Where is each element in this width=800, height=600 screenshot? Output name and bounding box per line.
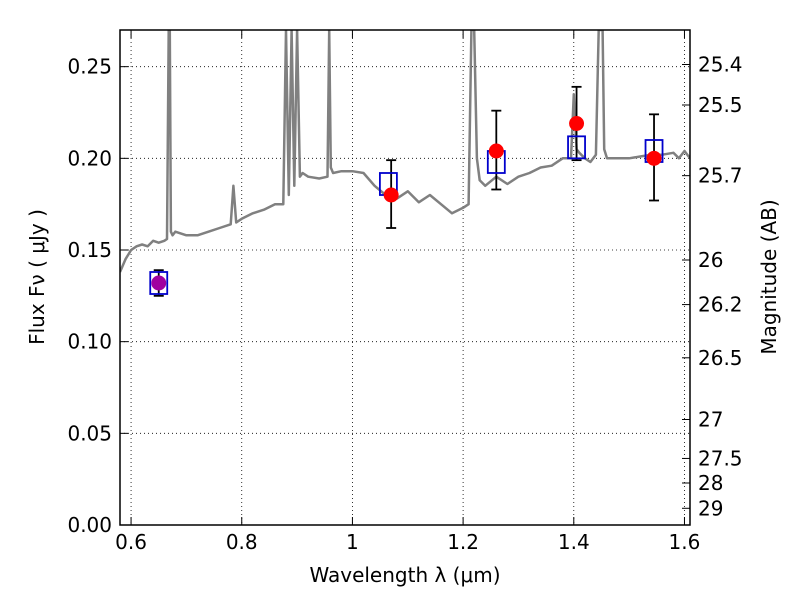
observed-point: [488, 143, 504, 159]
y-tick-label: 0.25: [67, 55, 112, 79]
plot-frame: [119, 29, 691, 526]
magnitude-tick-label: 25.7: [698, 164, 743, 188]
model-sed-layer: [120, 30, 690, 273]
magnitude-tick-label: 27.5: [698, 446, 743, 470]
observed-points-layer: [151, 116, 662, 291]
x-tick-label: 0.6: [115, 530, 147, 554]
magnitude-tick-label: 25.4: [698, 52, 743, 76]
y-axis-label: Flux Fν ( μJy ): [25, 209, 49, 345]
x-axis-ticks: 0.6 0.8 1 1.2 1.4 1.6: [115, 30, 700, 554]
x-tick-label: 1.2: [447, 530, 479, 554]
x-tick-label: 0.8: [226, 530, 258, 554]
observed-point: [569, 116, 585, 131]
observed-point: [646, 150, 662, 166]
model-sed-line: [120, 30, 690, 273]
magnitude-tick-label: 28: [698, 471, 723, 495]
magnitude-tick-label: 26: [698, 248, 723, 272]
magnitude-tick-label: 26.2: [698, 293, 743, 317]
observed-point: [151, 275, 167, 291]
x-tick-label: 1.4: [558, 530, 590, 554]
y-tick-label: 0.10: [67, 330, 112, 354]
model-photometry-box: [567, 135, 586, 160]
plot-area: [120, 30, 690, 525]
magnitude-tick-label: 25.5: [698, 93, 743, 117]
model-photometry-box: [149, 271, 169, 295]
x-tick-label: 1.6: [669, 530, 701, 554]
magnitude-tick-label: 29: [698, 496, 723, 520]
magnitude-axis-label: Magnitude (AB): [757, 199, 781, 354]
x-axis-label: Wavelength λ (μm): [309, 563, 500, 587]
magnitude-tick-label: 27: [698, 408, 723, 432]
y-tick-label: 0.00: [67, 513, 112, 537]
y-axis-ticks: 0.00 0.05 0.10 0.15 0.20 0.25: [67, 55, 128, 537]
x-tick-label: 1: [346, 530, 359, 554]
y-tick-label: 0.05: [67, 421, 112, 445]
y-tick-label: 0.20: [67, 146, 112, 170]
y-tick-label: 0.15: [67, 238, 112, 262]
magnitude-tick-label: 26.5: [698, 346, 743, 370]
observed-point: [383, 187, 399, 203]
